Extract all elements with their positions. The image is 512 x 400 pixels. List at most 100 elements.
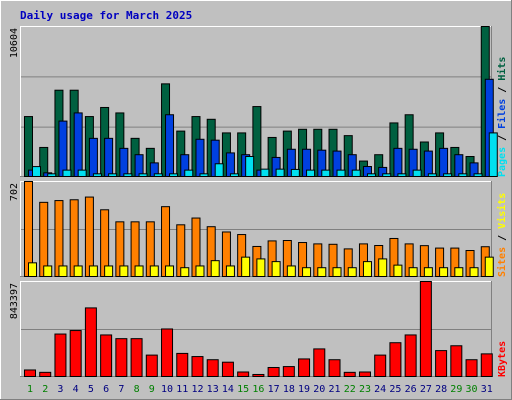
bar-visits-day-22 — [347, 267, 357, 278]
max-value-label: 702 — [9, 183, 20, 201]
day-label-5: 5 — [88, 384, 94, 395]
bar-kbytes-day-31 — [480, 353, 493, 377]
bar-files-day-27 — [423, 150, 433, 178]
bar-visits-day-11 — [180, 267, 190, 278]
legend-item-kbytes: KBytes — [497, 341, 508, 377]
day-label-10: 10 — [161, 384, 173, 395]
bar-kbytes-day-5 — [84, 307, 97, 377]
bar-kbytes-day-22 — [343, 371, 356, 378]
bar-kbytes-day-8 — [130, 338, 143, 377]
bar-visits-day-23 — [362, 261, 372, 277]
bar-pages-day-13 — [214, 163, 224, 177]
bar-kbytes-day-2 — [39, 371, 52, 378]
bar-pages-day-11 — [184, 169, 194, 177]
bar-kbytes-day-4 — [69, 330, 82, 378]
bar-pages-day-20 — [321, 169, 331, 177]
day-label-3: 3 — [57, 384, 63, 395]
day-label-13: 13 — [207, 384, 219, 395]
bar-kbytes-day-21 — [328, 359, 341, 377]
bar-kbytes-day-6 — [100, 334, 113, 377]
day-label-19: 19 — [298, 384, 310, 395]
bar-visits-day-31 — [484, 256, 494, 278]
bar-hits-day-1 — [24, 116, 33, 177]
legend-sites-visits: Sites / Visits — [496, 193, 508, 277]
day-label-22: 22 — [344, 384, 356, 395]
bar-kbytes-day-19 — [298, 358, 311, 377]
bar-pages-day-19 — [306, 169, 316, 177]
bar-kbytes-day-25 — [389, 342, 402, 378]
bar-pages-day-10 — [169, 173, 179, 177]
bar-pages-day-29 — [458, 173, 468, 177]
bar-kbytes-day-29 — [450, 345, 463, 378]
legend-separator: / — [497, 229, 508, 247]
bar-pages-day-18 — [290, 168, 300, 178]
bar-kbytes-day-24 — [374, 354, 387, 377]
bar-pages-day-15 — [245, 156, 255, 177]
bar-pages-day-25 — [397, 173, 407, 177]
bar-pages-day-2 — [47, 173, 57, 177]
day-label-20: 20 — [313, 384, 325, 395]
bar-kbytes-day-23 — [358, 371, 371, 378]
bar-files-day-10 — [165, 114, 175, 177]
bar-pages-day-17 — [275, 168, 285, 178]
bar-visits-day-27 — [423, 267, 433, 278]
day-label-4: 4 — [73, 384, 79, 395]
bar-pages-day-27 — [427, 173, 437, 177]
legend-item-files: Files — [496, 99, 508, 129]
bar-files-day-4 — [73, 112, 83, 177]
bar-pages-day-26 — [412, 169, 422, 177]
panel-hits-files-pages: 10604 Pages / Files / Hits — [9, 26, 508, 178]
day-label-24: 24 — [374, 384, 386, 395]
day-label-23: 23 — [359, 384, 371, 395]
legend-hits-files-pages: Pages / Files / Hits — [496, 57, 508, 177]
day-label-2: 2 — [42, 384, 48, 395]
day-label-7: 7 — [118, 384, 124, 395]
bar-visits-day-19 — [302, 267, 312, 278]
bar-kbytes-day-10 — [161, 328, 174, 377]
day-label-17: 17 — [268, 384, 280, 395]
bar-pages-day-4 — [77, 169, 87, 177]
bar-visits-day-13 — [210, 260, 220, 277]
bar-kbytes-day-14 — [221, 361, 234, 378]
max-value-label: 10604 — [9, 28, 20, 58]
panel-kbytes: 843397 KBytes — [9, 281, 508, 378]
bar-pages-day-8 — [138, 173, 148, 177]
bar-visits-day-20 — [317, 267, 327, 278]
bar-kbytes-day-27 — [419, 281, 432, 377]
bar-kbytes-day-9 — [145, 354, 158, 377]
bar-sites-day-1 — [24, 181, 33, 277]
bar-pages-day-16 — [260, 168, 270, 178]
bar-visits-day-26 — [408, 267, 418, 278]
bar-visits-day-24 — [378, 258, 388, 278]
day-label-30: 30 — [466, 384, 478, 395]
day-label-29: 29 — [450, 384, 462, 395]
bar-visits-day-6 — [104, 265, 114, 278]
bar-visits-day-29 — [454, 267, 464, 278]
legend-item-visits: Visits — [496, 193, 508, 229]
bar-files-day-3 — [58, 120, 68, 178]
panel-sites-visits: 702 Sites / Visits — [9, 181, 508, 278]
bar-visits-day-1 — [28, 262, 37, 277]
bar-kbytes-day-16 — [252, 373, 265, 377]
bar-visits-day-12 — [195, 265, 205, 278]
day-label-18: 18 — [283, 384, 295, 395]
bar-visits-day-10 — [165, 265, 175, 278]
bar-kbytes-day-12 — [191, 356, 204, 378]
bar-kbytes-day-18 — [282, 366, 295, 378]
bar-files-day-29 — [454, 154, 464, 177]
legend-item-sites: Sites — [496, 247, 508, 277]
day-label-8: 8 — [134, 384, 140, 395]
day-label-14: 14 — [222, 384, 234, 395]
plot-layer: 10604 Pages / Files / Hits 702 Sites / Visi… — [9, 26, 508, 395]
bar-kbytes-day-15 — [237, 371, 250, 378]
bar-pages-day-3 — [62, 169, 72, 177]
bar-visits-day-9 — [149, 265, 159, 278]
bar-kbytes-day-7 — [115, 338, 128, 377]
bar-files-day-28 — [439, 147, 449, 178]
bar-files-day-25 — [393, 147, 403, 178]
day-label-31: 31 — [481, 384, 493, 395]
bar-sites-day-2 — [39, 201, 49, 277]
bar-files-day-8 — [134, 154, 144, 177]
bar-visits-day-4 — [73, 265, 83, 278]
bar-files-day-7 — [119, 147, 129, 178]
